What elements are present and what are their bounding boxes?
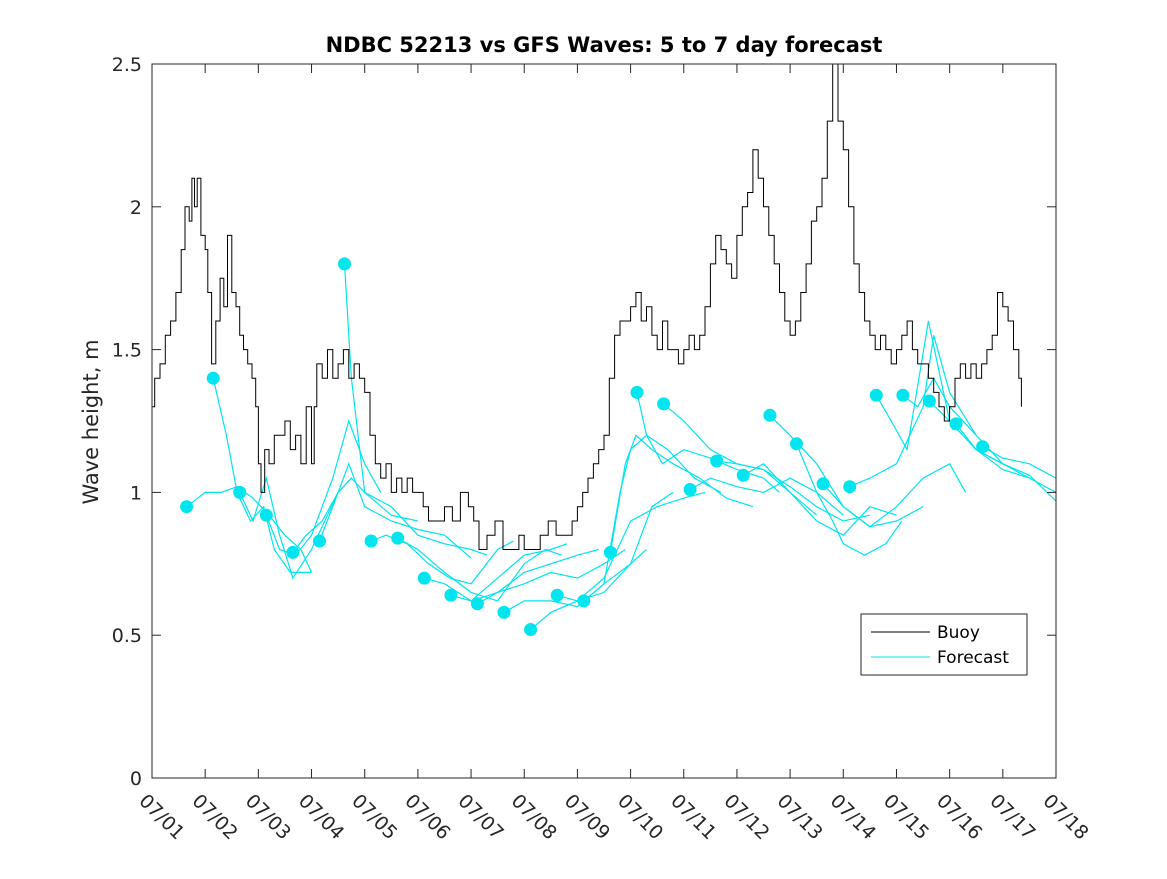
forecast-line-13 (530, 491, 674, 630)
legend-box (860, 613, 1028, 676)
forecast-line-24 (822, 462, 967, 528)
y-tick-label-5: 2.5 (112, 54, 142, 76)
forecast-marker-18 (657, 397, 671, 411)
forecast-marker-28 (922, 394, 936, 408)
forecast-marker-23 (790, 437, 803, 451)
forecast-marker-29 (949, 417, 963, 431)
forecast-marker-24 (816, 477, 830, 491)
forecast-line-9 (424, 543, 568, 602)
axes (151, 63, 1057, 779)
forecast-marker-17 (630, 385, 644, 399)
forecast-marker-26 (869, 388, 883, 402)
plot-series (152, 63, 1057, 636)
forecast-marker-16 (603, 545, 617, 559)
forecast-marker-12 (497, 605, 511, 619)
forecast-line-29 (955, 423, 1057, 502)
y-tick-label-2: 1 (130, 482, 142, 504)
forecast-marker-3 (259, 508, 273, 522)
forecast-line-23 (795, 443, 903, 556)
forecast-marker-0 (180, 500, 194, 514)
forecast-line-2 (239, 475, 352, 580)
forecast-line-11 (477, 549, 626, 605)
plot-frame (151, 63, 1057, 779)
forecast-marker-25 (843, 480, 857, 494)
forecast-line-6 (343, 263, 488, 556)
forecast-line-1 (212, 378, 312, 573)
forecast-marker-19 (683, 483, 697, 496)
forecast-line-3 (265, 419, 382, 556)
forecast-marker-21 (736, 468, 750, 482)
forecast-marker-9 (417, 571, 431, 585)
y-tick-label-4: 2 (130, 197, 142, 219)
forecast-line-0 (186, 486, 313, 573)
forecast-marker-22 (763, 408, 777, 422)
legend: Buoy Forecast (860, 613, 1028, 676)
forecast-line-30 (982, 446, 1057, 479)
forecast-marker-20 (710, 454, 724, 468)
forecast-line-25 (849, 335, 977, 488)
forecast-line-10 (450, 548, 599, 602)
forecast-line-28 (928, 400, 1057, 493)
y-tick-label-0: 0 (130, 768, 142, 790)
legend-label-buoy: Buoy (937, 623, 980, 643)
forecast-marker-13 (524, 623, 538, 636)
forecast-line-16 (609, 434, 754, 553)
forecast-marker-10 (444, 588, 458, 602)
forecast-marker-15 (577, 594, 591, 608)
forecast-marker-6 (338, 257, 351, 271)
forecast-line-5 (318, 462, 472, 559)
forecast-marker-11 (470, 597, 484, 611)
chart-title: NDBC 52213 vs GFS Waves: 5 to 7 day fore… (326, 33, 883, 57)
buoy-line (152, 63, 1022, 550)
forecast-marker-7 (364, 534, 378, 548)
forecast-marker-5 (313, 534, 326, 548)
forecast-marker-2 (233, 485, 247, 499)
forecast-line-7 (370, 534, 514, 585)
forecast-line-17 (636, 392, 780, 493)
forecast-line-20 (716, 460, 871, 522)
forecast-line-21 (743, 463, 897, 536)
forecast-marker-8 (391, 531, 405, 545)
forecast-marker-30 (976, 440, 990, 454)
forecast-line-4 (292, 477, 419, 553)
y-tick-label-3: 1.5 (112, 340, 142, 362)
y-axis-label: Wave height, m (79, 339, 103, 504)
forecast-marker-4 (286, 545, 300, 559)
forecast-marker-14 (550, 588, 564, 602)
legend-label-forecast: Forecast (937, 648, 1009, 668)
forecast-marker-27 (896, 388, 910, 402)
forecast-marker-1 (206, 371, 220, 385)
y-tick-label-1: 0.5 (112, 625, 142, 647)
